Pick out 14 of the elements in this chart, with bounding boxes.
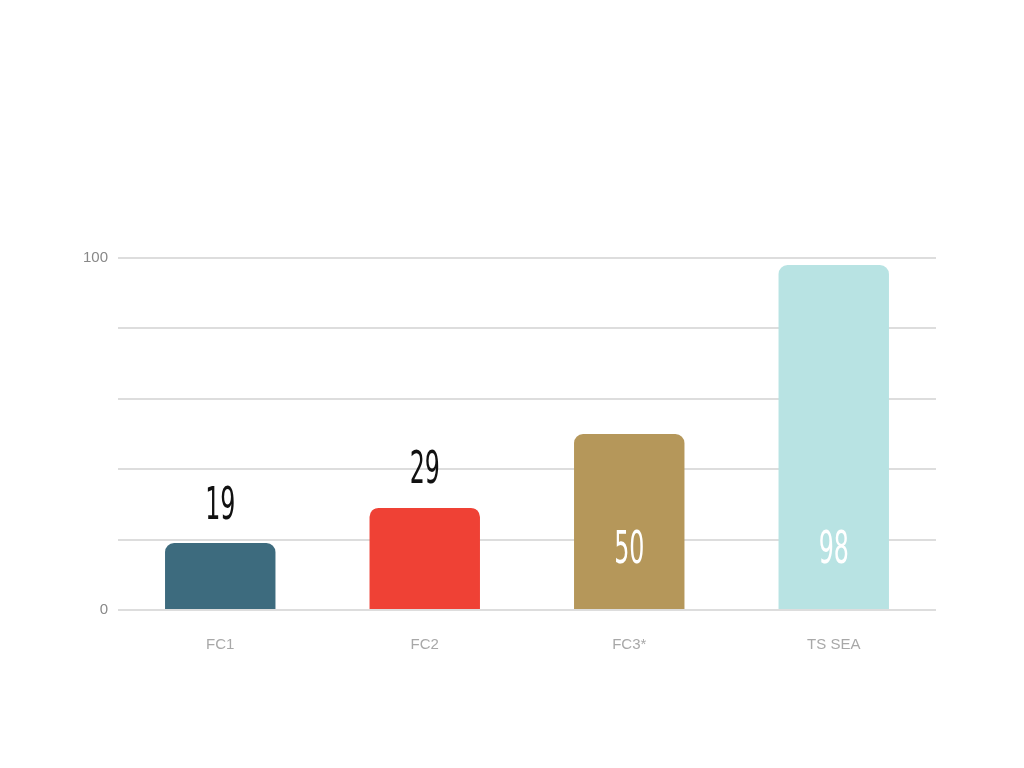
data-label: 50 (614, 522, 645, 575)
x-tick-label: FC2 (410, 635, 439, 653)
bar (165, 543, 276, 609)
x-tick-label: FC1 (206, 635, 235, 653)
x-tick-label: FC3* (612, 635, 647, 653)
data-label: 98 (818, 522, 849, 575)
bar (778, 265, 889, 609)
bar (574, 434, 685, 609)
data-label: 19 (205, 477, 236, 530)
y-tick-label: 100 (82, 248, 108, 266)
bar (369, 507, 480, 609)
data-label: 29 (409, 442, 440, 495)
y-tick-label: 0 (99, 600, 108, 618)
x-tick-label: TS SEA (807, 635, 861, 653)
